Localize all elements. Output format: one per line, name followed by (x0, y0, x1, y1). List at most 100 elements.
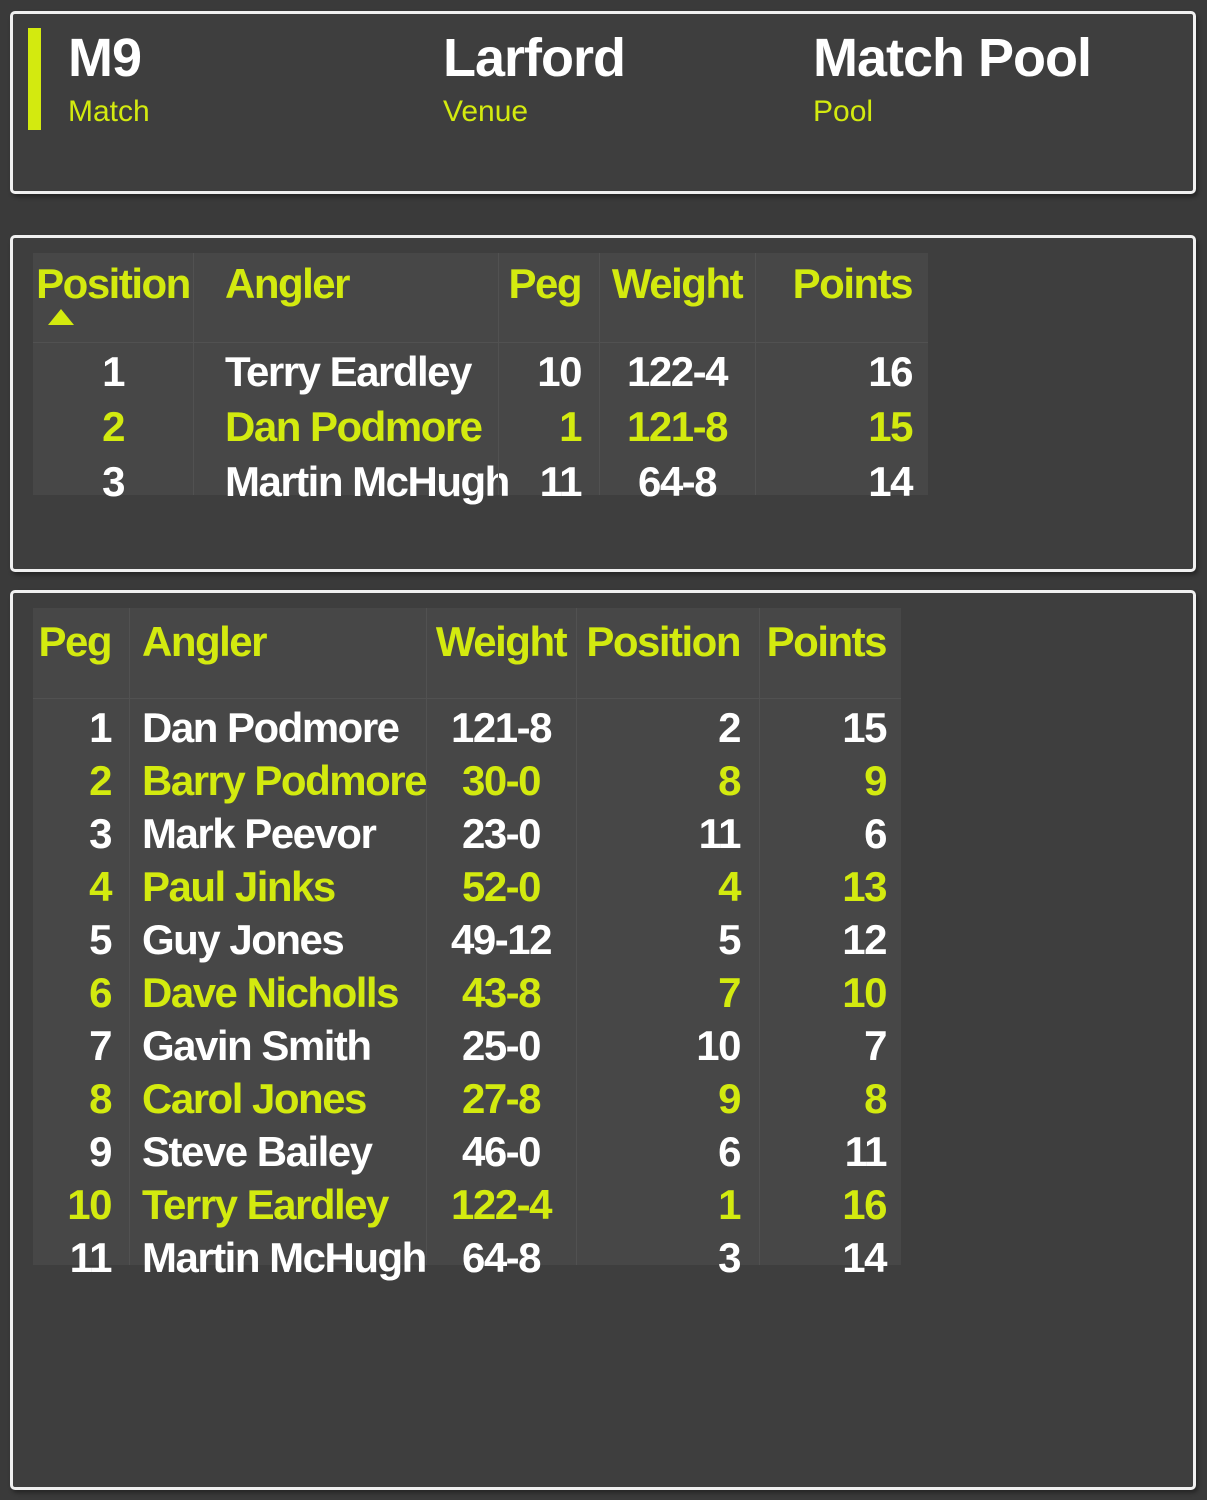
kpi-venue-value: Larford (443, 28, 626, 88)
cell-weight: 64-8 (461, 1234, 542, 1281)
table-row[interactable]: 2 Barry Podmore 30-0 8 9 (33, 760, 901, 813)
table-row[interactable]: 9 Steve Bailey 46-0 6 11 (33, 1131, 901, 1184)
header-divider (33, 698, 901, 699)
cell-weight: 122-4 (627, 348, 728, 395)
cell-angler: Dan Podmore (225, 403, 483, 450)
table-row[interactable]: 4 Paul Jinks 52-0 4 13 (33, 866, 901, 919)
table-row[interactable]: 6 Dave Nicholls 43-8 7 10 (33, 972, 901, 1025)
column-header-points[interactable]: Points (792, 260, 914, 307)
cell-position: 3 (718, 1234, 741, 1281)
cell-points: 13 (842, 863, 887, 910)
column-divider (193, 253, 194, 495)
cell-angler: Gavin Smith (142, 1022, 372, 1069)
cell-points: 14 (868, 458, 913, 505)
cell-weight: 43-8 (461, 969, 542, 1016)
column-header-peg[interactable]: Peg (508, 260, 582, 307)
column-divider (576, 608, 577, 1265)
kpi-pool-value: Match Pool (813, 28, 1092, 88)
cell-angler: Martin McHugh (142, 1234, 427, 1281)
cell-position: 1 (718, 1181, 741, 1228)
standings-header-row: Position Angler Peg Weight Points (33, 263, 928, 305)
cell-position: 5 (718, 916, 741, 963)
accent-bar (28, 28, 41, 130)
column-header-angler[interactable]: Angler (142, 618, 268, 665)
standings-table-card: Position Angler Peg Weight Points 1 Terr… (10, 235, 1196, 572)
sort-indicator-row (48, 309, 928, 325)
table-row[interactable]: 2 Dan Podmore 1 121-8 15 (33, 406, 928, 461)
cell-weight: 64-8 (637, 458, 718, 505)
cell-position: 1 (102, 348, 125, 395)
cell-peg: 9 (89, 1128, 112, 1175)
kpi-venue-label: Venue (443, 95, 529, 128)
cell-peg: 2 (89, 757, 112, 804)
column-divider (755, 253, 756, 495)
cell-position: 8 (718, 757, 741, 804)
table-row[interactable]: 7 Gavin Smith 25-0 10 7 (33, 1025, 901, 1078)
standings-table: Position Angler Peg Weight Points 1 Terr… (33, 253, 928, 503)
cell-position: 3 (102, 458, 125, 505)
table-row[interactable]: 10 Terry Eardley 122-4 1 16 (33, 1184, 901, 1237)
cell-weight: 122-4 (451, 1181, 552, 1228)
column-header-angler[interactable]: Angler (225, 260, 351, 307)
cell-angler: Paul Jinks (142, 863, 336, 910)
cell-weight: 30-0 (461, 757, 542, 804)
cell-peg: 6 (89, 969, 112, 1016)
cell-position: 10 (696, 1022, 741, 1069)
cell-position: 9 (718, 1075, 741, 1122)
cell-weight: 27-8 (461, 1075, 542, 1122)
cell-angler: Carol Jones (142, 1075, 367, 1122)
cell-weight: 52-0 (461, 863, 542, 910)
cell-weight: 25-0 (461, 1022, 542, 1069)
column-header-weight[interactable]: Weight (435, 618, 568, 665)
cell-peg: 3 (89, 810, 112, 857)
table-row[interactable]: 11 Martin McHugh 64-8 3 14 (33, 1237, 901, 1290)
kpi-pool-label: Pool (813, 95, 874, 128)
cell-peg: 10 (537, 348, 582, 395)
table-row[interactable]: 1 Terry Eardley 10 122-4 16 (33, 351, 928, 406)
column-divider (599, 253, 600, 495)
cell-peg: 11 (69, 1234, 113, 1281)
cell-points: 15 (842, 704, 887, 751)
table-row[interactable]: 3 Martin McHugh 11 64-8 14 (33, 461, 928, 516)
column-header-peg[interactable]: Peg (38, 618, 112, 665)
kpi-match-value: M9 (68, 28, 142, 88)
cell-weight: 121-8 (627, 403, 728, 450)
cell-weight: 46-0 (461, 1128, 542, 1175)
cell-weight: 121-8 (451, 704, 552, 751)
cell-position: 11 (698, 810, 742, 857)
column-header-weight[interactable]: Weight (611, 260, 744, 307)
kpi-header-card: M9 Match Larford Venue Match Pool Pool (10, 11, 1196, 194)
cell-peg: 11 (539, 458, 583, 505)
cell-points: 7 (864, 1022, 887, 1069)
cell-points: 6 (864, 810, 887, 857)
cell-points: 15 (868, 403, 913, 450)
column-header-points[interactable]: Points (766, 618, 888, 665)
column-header-position[interactable]: Position (36, 260, 191, 307)
cell-peg: 5 (89, 916, 112, 963)
cell-peg: 8 (89, 1075, 112, 1122)
sort-ascending-icon (48, 309, 74, 325)
cell-angler: Guy Jones (142, 916, 345, 963)
cell-weight: 49-12 (451, 916, 552, 963)
cell-position: 6 (718, 1128, 741, 1175)
cell-points: 16 (842, 1181, 887, 1228)
cell-angler: Mark Peevor (142, 810, 377, 857)
cell-angler: Dave Nicholls (142, 969, 399, 1016)
cell-position: 4 (718, 863, 741, 910)
table-row[interactable]: 1 Dan Podmore 121-8 2 15 (33, 707, 901, 760)
cell-points: 10 (842, 969, 887, 1016)
table-row[interactable]: 8 Carol Jones 27-8 9 8 (33, 1078, 901, 1131)
cell-points: 11 (844, 1128, 888, 1175)
cell-angler: Martin McHugh (225, 458, 510, 505)
column-divider (426, 608, 427, 1265)
cell-points: 14 (842, 1234, 887, 1281)
column-header-position[interactable]: Position (586, 618, 741, 665)
peg-table: Peg Angler Weight Position Points 1 Dan … (33, 608, 901, 1279)
header-divider (33, 342, 928, 343)
cell-points: 8 (864, 1075, 887, 1122)
table-row[interactable]: 3 Mark Peevor 23-0 11 6 (33, 813, 901, 866)
table-row[interactable]: 5 Guy Jones 49-12 5 12 (33, 919, 901, 972)
cell-peg: 10 (67, 1181, 112, 1228)
cell-weight: 23-0 (461, 810, 542, 857)
column-divider (759, 608, 760, 1265)
